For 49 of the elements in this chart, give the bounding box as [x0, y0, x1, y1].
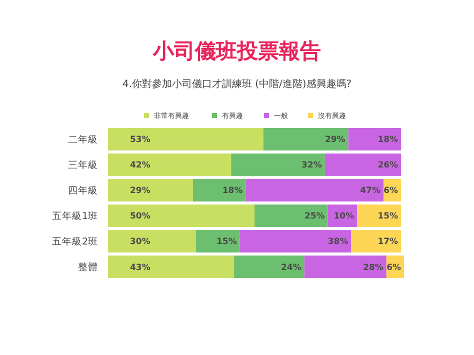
bar [231, 154, 325, 176]
data-label: 18% [378, 135, 399, 146]
data-label: 26% [378, 160, 399, 171]
data-label: 28% [363, 262, 384, 273]
bar [324, 154, 402, 176]
data-label: 29% [324, 135, 346, 146]
data-label: 38% [328, 237, 349, 248]
y-tick-label: 五年級1班 [52, 210, 98, 222]
y-tick-label: 三年級 [68, 159, 98, 172]
bar [263, 128, 348, 150]
bar [254, 204, 328, 227]
data-label: 29% [130, 186, 151, 196]
data-label: 24% [280, 262, 302, 273]
bar [192, 179, 246, 202]
bar [357, 204, 402, 227]
bar [246, 179, 384, 202]
data-label: 6% [384, 186, 399, 196]
bar [108, 256, 234, 278]
data-label: 42% [130, 160, 151, 171]
data-label: 25% [304, 212, 326, 222]
data-label: 6% [386, 262, 402, 273]
data-label: 43% [130, 262, 151, 273]
bar [108, 179, 193, 202]
chart-subtitle: 4.你對參加小司儀口才訓練班 (中階/進階)感興趣嗎? [122, 78, 352, 90]
data-label: 47% [360, 186, 381, 196]
y-tick-label: 整體 [78, 261, 98, 274]
bar [108, 128, 264, 150]
data-label: 18% [222, 186, 244, 196]
bar [108, 154, 232, 176]
y-tick-label: 二年級 [68, 134, 98, 146]
y-tick-label: 五年級2班 [52, 236, 98, 248]
bar [304, 256, 386, 278]
bar [240, 230, 352, 252]
bar [351, 230, 402, 252]
data-label: 15% [378, 212, 399, 222]
bar [234, 256, 304, 278]
bar [196, 230, 240, 252]
data-label: 17% [378, 237, 399, 248]
data-label: 53% [130, 135, 151, 146]
bar [348, 128, 402, 150]
data-label: 15% [216, 237, 238, 248]
y-tick-label: 四年級 [68, 184, 98, 197]
data-label: 30% [130, 237, 151, 248]
bar [108, 204, 255, 227]
data-label: 10% [334, 212, 355, 222]
chart-title: 小司儀班投票報告 [152, 39, 321, 63]
bar [108, 230, 196, 252]
data-label: 50% [130, 212, 151, 222]
data-label: 32% [302, 160, 322, 171]
